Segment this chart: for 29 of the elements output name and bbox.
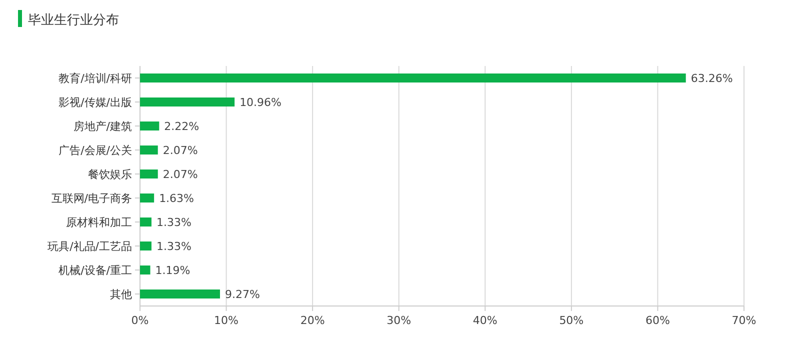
- data-label: 1.33%: [156, 240, 192, 253]
- data-label: 10.96%: [240, 96, 282, 109]
- x-tick-label: 20%: [300, 314, 325, 327]
- data-label: 2.22%: [164, 120, 200, 133]
- y-tick-label: 餐饮娱乐: [88, 168, 132, 181]
- x-tick-label: 30%: [386, 314, 412, 327]
- y-tick-label: 其他: [110, 288, 132, 301]
- data-label: 1.19%: [155, 264, 190, 277]
- x-tick-label: 10%: [214, 314, 239, 327]
- data-label: 1.33%: [156, 216, 192, 229]
- x-tick-label: 0%: [131, 314, 149, 327]
- y-tick-label: 教育/培训/科研: [58, 72, 132, 85]
- data-label: 9.27%: [224, 288, 260, 301]
- y-tick-label: 原材料和加工: [66, 216, 132, 229]
- data-label: 63.26%: [690, 72, 733, 85]
- data-label: 2.07%: [162, 144, 198, 157]
- y-tick-label: 影视/传媒/出版: [58, 96, 132, 109]
- x-tick-label: 50%: [559, 314, 584, 327]
- data-label: 1.63%: [159, 192, 194, 205]
- y-tick-label: 玩具/礼品/工艺品: [48, 240, 132, 253]
- y-tick-label: 广告/会展/公关: [58, 144, 132, 157]
- x-tick-label: 70%: [732, 314, 756, 327]
- chart-title: 毕业生行业分布: [28, 13, 119, 28]
- x-tick-label: 60%: [645, 314, 670, 327]
- data-label: 2.07%: [162, 168, 198, 181]
- y-tick-label: 互联网/电子商务: [51, 192, 132, 205]
- x-tick-label: 40%: [472, 314, 498, 327]
- y-tick-label: 机械/设备/重工: [58, 264, 132, 277]
- y-tick-label: 房地产/建筑: [73, 120, 132, 133]
